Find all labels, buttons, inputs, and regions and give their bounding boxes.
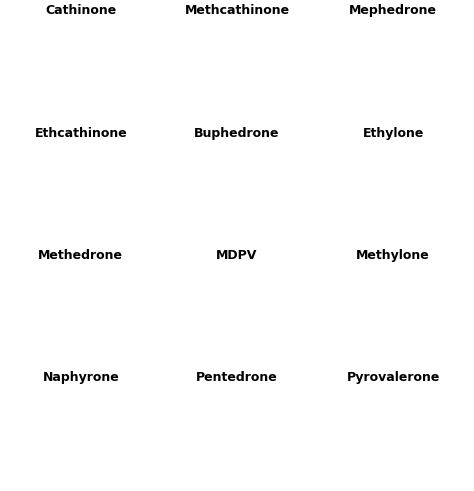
Title: Buphedrone: Buphedrone (194, 127, 280, 139)
Title: Cathinone: Cathinone (45, 4, 117, 17)
Title: Pentedrone: Pentedrone (196, 371, 278, 384)
Title: Pyrovalerone: Pyrovalerone (346, 371, 440, 384)
Title: Ethcathinone: Ethcathinone (35, 127, 127, 139)
Title: MDPV: MDPV (216, 249, 258, 262)
Title: Methcathinone: Methcathinone (184, 4, 290, 17)
Title: Mephedrone: Mephedrone (349, 4, 437, 17)
Title: Methedrone: Methedrone (38, 249, 123, 262)
Title: Ethylone: Ethylone (363, 127, 424, 139)
Title: Methylone: Methylone (356, 249, 430, 262)
Title: Naphyrone: Naphyrone (43, 371, 119, 384)
